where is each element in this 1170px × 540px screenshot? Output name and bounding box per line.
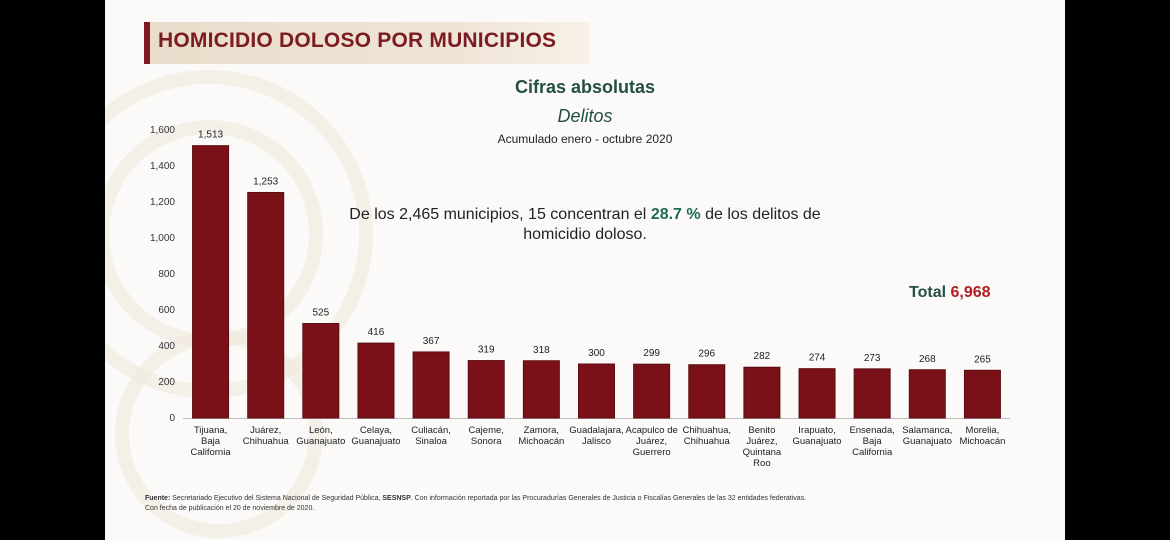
- bar-value-label: 1,513: [198, 130, 223, 141]
- bar: [522, 360, 560, 419]
- bar: [798, 368, 836, 419]
- y-tick-label: 200: [158, 377, 175, 388]
- y-tick-label: 0: [169, 413, 175, 424]
- source-bold: SESNSP: [382, 495, 411, 502]
- bar-value-label: 525: [312, 308, 329, 319]
- total-label: Total: [909, 284, 951, 301]
- y-tick-label: 1,600: [150, 125, 175, 136]
- bar-value-label: 282: [754, 351, 771, 362]
- bar: [963, 369, 1001, 419]
- period-label: Acumulado enero - octubre 2020: [497, 132, 673, 146]
- note-suffix: de los delitos de homicidio doloso.: [523, 206, 821, 243]
- bar-value-label: 416: [368, 327, 385, 338]
- bar: [412, 351, 450, 419]
- y-tick-label: 800: [158, 269, 175, 280]
- chart-subtitle-italic: Delitos: [557, 106, 613, 126]
- bar-value-label: 299: [643, 348, 660, 359]
- bar: [578, 363, 615, 419]
- bar: [633, 363, 671, 419]
- bar: [467, 360, 505, 419]
- x-tick-label: Zamora, Michoacán: [518, 425, 564, 447]
- bar-value-label: 300: [588, 348, 605, 359]
- x-tick-label: Guadalajara, Jalisco: [569, 425, 623, 447]
- source-footnote: Fuente: Secretariado Ejecutivo del Siste…: [145, 494, 945, 514]
- bar: [688, 364, 726, 419]
- x-tick-label: Morelia, Michoacán: [959, 425, 1005, 447]
- total-value: 6,968: [950, 284, 991, 301]
- source-text-1: Secretariado Ejecutivo del Sistema Nacio…: [170, 495, 383, 502]
- bar: [853, 368, 891, 419]
- x-tick-label: Cajeme, Sonora: [469, 425, 504, 447]
- bar-value-label: 273: [864, 353, 881, 364]
- bar: [302, 323, 340, 419]
- title-band: [144, 22, 590, 64]
- x-tick-label: Benito Juárez, Quintana Roo: [743, 425, 782, 469]
- x-tick-label: Chihuahua, Chihuahua: [682, 425, 731, 447]
- x-tick-label: Salamanca, Guanajuato: [902, 425, 952, 447]
- bar-value-label: 1,253: [253, 176, 278, 187]
- y-tick-label: 1,000: [150, 233, 175, 244]
- bar-value-label: 268: [919, 354, 936, 365]
- bar-value-label: 296: [698, 349, 715, 360]
- note-highlight: 28.7 %: [650, 206, 701, 223]
- x-tick-label: Tijuana, Baja California: [190, 425, 231, 458]
- source-date: Con fecha de publicación el 20 de noviem…: [145, 505, 315, 512]
- bar: [247, 191, 285, 419]
- x-tick-label: Juárez, Chihuahua: [243, 425, 290, 447]
- x-tick-label: León, Guanajuato: [296, 425, 345, 447]
- note-prefix: De los 2,465 municipios, 15 concentran e…: [349, 206, 651, 223]
- x-tick-label: Celaya, Guanajuato: [351, 425, 400, 447]
- source-text-2: . Con información reportada por las Proc…: [410, 495, 807, 502]
- y-tick-label: 1,400: [150, 161, 175, 172]
- summary-note: De los 2,465 municipios, 15 concentran e…: [330, 205, 840, 245]
- bar-value-labels: 1,513 1,253 525 416 367 319 318 300 299 296 282 274…: [198, 130, 991, 366]
- bar: [908, 369, 946, 419]
- chart-subtitle: Cifras absolutas: [514, 77, 656, 97]
- x-axis-labels: Tijuana, Baja California Juárez, Chihuahua Le…: [190, 425, 1005, 469]
- bar: [743, 366, 781, 419]
- bar: [357, 342, 395, 419]
- x-tick-label: Irapuato, Guanajuato: [792, 425, 841, 447]
- bar-value-label: 367: [423, 336, 440, 347]
- page-title: HOMICIDIO DOLOSO POR MUNICIPIOS: [158, 29, 557, 52]
- total-summary: Total 6,968: [909, 284, 991, 302]
- x-tick-label: Acapulco de Juárez, Guerrero: [625, 425, 677, 458]
- y-tick-label: 600: [158, 305, 175, 316]
- y-tick-label: 400: [158, 341, 175, 352]
- bar-value-label: 265: [974, 354, 991, 365]
- source-label: Fuente:: [145, 495, 171, 502]
- bar-value-label: 318: [533, 345, 550, 356]
- bar: [192, 145, 230, 419]
- title-accent-bar: [144, 22, 150, 64]
- x-tick-label: Culiacán, Sinaloa: [411, 425, 451, 447]
- bars-group: [192, 145, 1001, 419]
- bar-value-label: 274: [809, 353, 826, 364]
- bar-value-label: 319: [478, 345, 495, 356]
- y-tick-label: 1,200: [150, 197, 175, 208]
- x-tick-label: Ensenada, Baja California: [849, 425, 894, 458]
